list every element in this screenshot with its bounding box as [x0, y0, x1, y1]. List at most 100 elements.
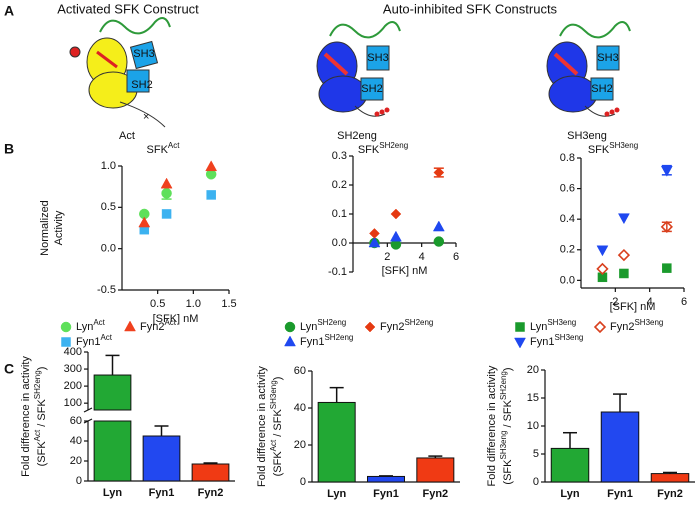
x-tick-label: 4 [419, 251, 425, 263]
data-point [160, 177, 173, 189]
legend-label-part: Lyn [76, 321, 93, 333]
activation-loop [96, 50, 118, 69]
error-bar [105, 354, 120, 376]
legend-label-part: SH2eng [324, 333, 353, 342]
y-tick-label: 40 [294, 402, 306, 414]
y-tick-label: 200 [64, 380, 82, 392]
domain-label: SH3 [367, 52, 388, 64]
x-tick-label: Fyn2 [422, 488, 448, 500]
kinase-lobe [548, 75, 598, 113]
phospho [604, 111, 610, 117]
bar [650, 473, 690, 483]
legend-label: Fyn1SH2eng [300, 333, 353, 348]
domain-label-part: SH2 [131, 79, 152, 91]
bar [93, 420, 132, 482]
bar-upper [93, 374, 132, 411]
x-tick-label: 1.0 [186, 298, 201, 310]
y-axis-label-part: / SFK [502, 399, 514, 430]
data-point [662, 263, 672, 273]
y-tick-label: 20 [294, 439, 306, 451]
x-axis-label: [SFK] nM [153, 313, 199, 325]
legend-label-part: Fyn1 [300, 336, 324, 348]
legend-label-part: SH2eng [404, 318, 433, 327]
y-axis-label: Normalized [39, 200, 51, 256]
bar [416, 457, 455, 483]
y-axis-label-part: SH3eng [499, 431, 508, 460]
data-point [619, 268, 629, 279]
legend-label: LynAct [76, 318, 106, 333]
panel-label: A [4, 3, 14, 19]
error-bar [329, 386, 344, 403]
y-tick-label: 0.4 [560, 213, 575, 225]
sh3-box [596, 45, 620, 71]
domain-label-part: SH3 [133, 48, 154, 60]
legend-marker [61, 337, 71, 347]
legend-label-part: SH3eng [634, 318, 663, 327]
y-axis-label: (SFKAct / SFKSH2eng) [33, 367, 48, 467]
x-tick-label: Lyn [103, 487, 122, 499]
x-tick-label: Fyn2 [657, 488, 683, 500]
y-tick-label: 0 [533, 476, 539, 488]
sh3-box [129, 40, 159, 70]
legend-marker [514, 337, 526, 349]
y-axis-label: Fold difference in activity [256, 366, 268, 487]
y-tick-label: 0 [76, 475, 82, 487]
data-point [433, 167, 445, 178]
domain-label: SH3 [133, 48, 154, 60]
axis-break [83, 418, 93, 424]
x-axis-label: [SFK] nM [610, 301, 656, 313]
y-tick-label: 0.2 [560, 244, 575, 256]
y-axis-label: (SFKSH3eng / SFKSH2eng) [499, 367, 514, 484]
legend-marker [124, 320, 136, 332]
construct-label-part: Act [119, 130, 135, 142]
y-axis-label-part: ) [36, 367, 48, 371]
y-tick-label: 0.2 [332, 179, 347, 191]
legend-label: Fyn2SH3eng [610, 318, 663, 333]
y-tick-label: 300 [64, 363, 82, 375]
data-point [433, 236, 445, 247]
kinase-lobe [318, 75, 368, 113]
sh2-box [590, 77, 614, 101]
construct-label: Act [119, 130, 135, 142]
y-axis-label-part: (SFK [502, 459, 514, 485]
tail [119, 101, 166, 128]
y-tick-label: 0.0 [101, 243, 116, 255]
y-tick-label: 60 [294, 365, 306, 377]
domain-label-part: SH3 [367, 52, 388, 64]
legend-label: Fyn1Act [76, 333, 113, 348]
chart-title-part: SH3eng [609, 141, 638, 150]
legend-label-part: SH3eng [547, 318, 576, 327]
cross: × [143, 111, 149, 123]
x-tick-label: Fyn1 [373, 488, 399, 500]
data-point [617, 213, 630, 225]
legend-label-part: Fyn1 [530, 336, 554, 348]
y-tick-label: 20 [70, 455, 82, 467]
sh2-box [360, 77, 384, 101]
y-tick-label: 5 [533, 448, 539, 460]
activation-loop [323, 52, 349, 76]
panel-label: C [4, 361, 14, 377]
error-bar [661, 221, 672, 233]
bar [191, 463, 230, 482]
myristoyl [69, 46, 81, 58]
y-axis-label-part: / SFK [36, 399, 48, 430]
data-point [617, 248, 631, 262]
legend-label-part: Fyn2 [380, 321, 404, 333]
legend-label-part: Fyn1 [76, 336, 100, 348]
bar [550, 447, 590, 483]
construct-label-part: SH3eng [567, 130, 607, 142]
linker [99, 17, 171, 35]
y-axis-label-part: SH2eng [33, 370, 42, 399]
domain-label: SH2 [591, 83, 612, 95]
x-tick-label: 0.5 [150, 298, 165, 310]
y-tick-label: 40 [70, 435, 82, 447]
data-point [389, 230, 402, 242]
chart-title: SFKAct [147, 141, 181, 156]
construct-label: SH2eng [337, 130, 377, 142]
legend-label-part: Act [100, 333, 112, 342]
y-tick-label: 20 [527, 364, 539, 376]
legend-label-part: Lyn [300, 321, 317, 333]
sh3-box [366, 45, 390, 71]
